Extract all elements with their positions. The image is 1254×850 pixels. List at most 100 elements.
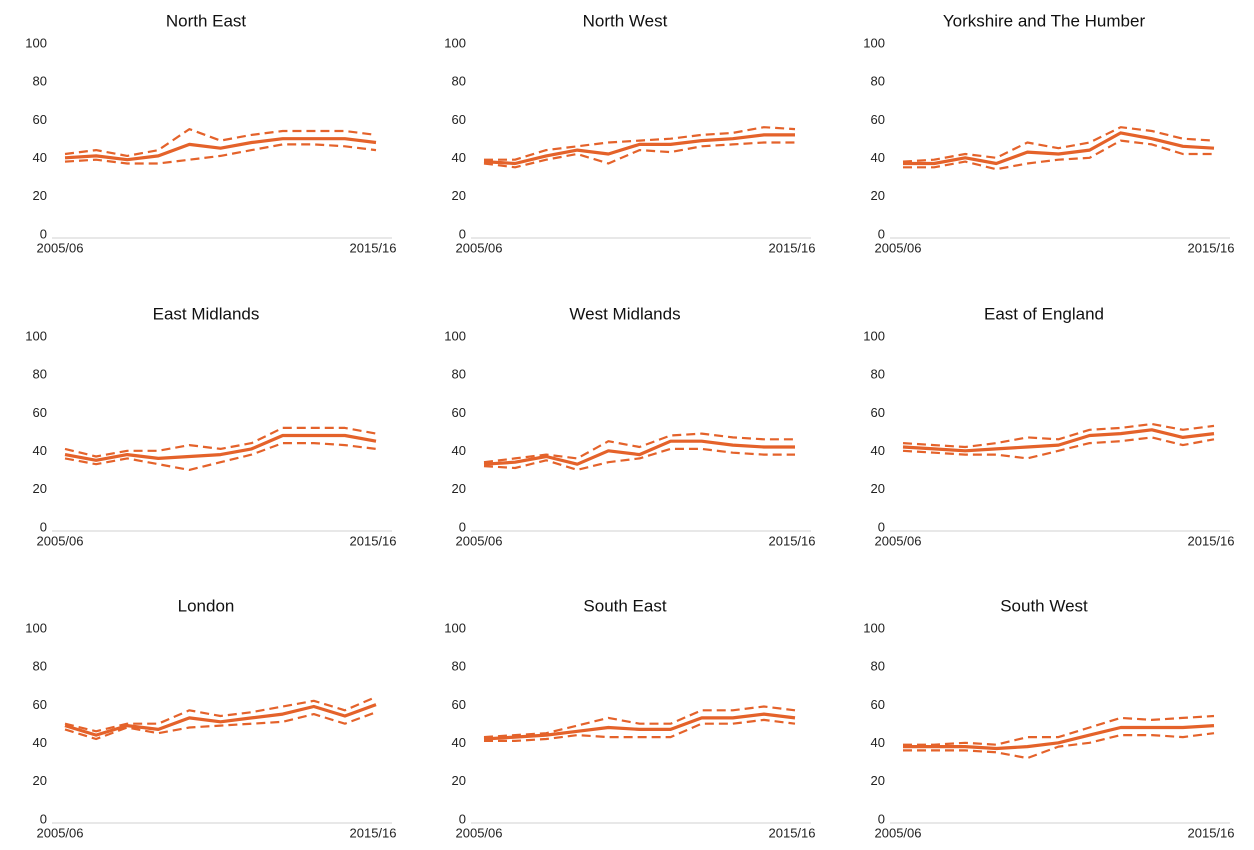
- estimate-line: [483, 133, 795, 166]
- y-tick-label: 100: [25, 620, 47, 635]
- y-tick-label: 100: [863, 35, 885, 50]
- y-tick-label: 100: [863, 620, 885, 635]
- y-tick-label: 40: [33, 443, 47, 458]
- y-tick-label: 100: [25, 35, 47, 50]
- panel: North West 0 20 40 60 80 100 2005/06 2015/16: [444, 11, 815, 255]
- y-tick-label: 20: [33, 481, 47, 496]
- y-tick-label: 40: [452, 150, 466, 165]
- y-tick-label: 0: [459, 811, 466, 826]
- y-tick-label: 0: [878, 226, 885, 241]
- x-tick-label: 2005/06: [37, 240, 84, 255]
- y-tick-label: 100: [444, 328, 466, 343]
- panel-title: West Midlands: [569, 304, 680, 323]
- panel: South West 0 20 40 60 80 100 2005/06 2015/16: [863, 596, 1234, 840]
- estimate-line: [64, 137, 377, 162]
- x-tick-label: 2015/16: [350, 240, 397, 255]
- interval-line: [484, 718, 796, 742]
- y-tick-label: 80: [452, 74, 466, 89]
- interval-line: [64, 128, 377, 157]
- estimate-line: [483, 439, 795, 466]
- panel: West Midlands 0 20 40 60 80 100 2005/06 2015/16: [444, 304, 815, 548]
- interval-line: [903, 714, 1215, 746]
- interval-line: [64, 426, 377, 458]
- x-tick-label: 2005/06: [37, 825, 84, 840]
- x-tick-label: 2015/16: [350, 825, 397, 840]
- interval-line: [483, 141, 795, 169]
- panel-title: East Midlands: [153, 304, 260, 323]
- estimate-line: [483, 712, 796, 741]
- x-tick-label: 2005/06: [456, 825, 503, 840]
- x-tick-label: 2005/06: [875, 825, 922, 840]
- panel-title: South West: [1000, 596, 1088, 615]
- panel-title: North West: [583, 11, 668, 30]
- y-tick-label: 80: [33, 367, 47, 382]
- y-tick-label: 0: [459, 226, 466, 241]
- panel: North East 0 20 40 60 80 100 2005/06 2015/16: [25, 11, 396, 255]
- y-tick-label: 60: [871, 112, 885, 127]
- interval-line: [902, 126, 1215, 163]
- x-tick-label: 2005/06: [875, 533, 922, 548]
- interval-line: [484, 126, 796, 161]
- y-tick-label: 100: [25, 328, 47, 343]
- y-tick-label: 40: [452, 443, 466, 458]
- estimate-line: [903, 724, 1215, 751]
- estimate-line: [902, 428, 1215, 453]
- y-tick-label: 100: [444, 620, 466, 635]
- y-tick-label: 0: [459, 519, 466, 534]
- y-tick-label: 80: [452, 659, 466, 674]
- y-tick-label: 60: [871, 697, 885, 712]
- x-tick-label: 2015/16: [769, 533, 816, 548]
- y-tick-label: 60: [33, 112, 47, 127]
- panel-title: Yorkshire and The Humber: [943, 11, 1146, 30]
- y-tick-label: 60: [33, 405, 47, 420]
- y-tick-label: 60: [452, 405, 466, 420]
- y-tick-label: 40: [33, 150, 47, 165]
- x-tick-label: 2005/06: [37, 533, 84, 548]
- x-tick-label: 2015/16: [350, 533, 397, 548]
- y-tick-label: 20: [452, 773, 466, 788]
- y-tick-label: 20: [871, 773, 885, 788]
- y-tick-label: 100: [444, 35, 466, 50]
- x-tick-label: 2005/06: [875, 240, 922, 255]
- y-tick-label: 20: [33, 188, 47, 203]
- y-tick-label: 80: [452, 367, 466, 382]
- panel: London 0 20 40 60 80 100 2005/06 2015/16: [25, 596, 396, 840]
- panel-title: East of England: [984, 304, 1104, 323]
- x-tick-label: 2015/16: [769, 240, 816, 255]
- panel: Yorkshire and The Humber 0 20 40 60 80 100 2005…: [863, 11, 1234, 255]
- interval-line: [902, 436, 1215, 460]
- y-tick-label: 0: [878, 519, 885, 534]
- y-tick-label: 80: [33, 74, 47, 89]
- panel-title: London: [178, 596, 235, 615]
- y-tick-label: 40: [871, 443, 885, 458]
- panel: East Midlands 0 20 40 60 80 100 2005/06 2015/16: [25, 304, 396, 548]
- interval-line: [903, 139, 1214, 171]
- y-tick-label: 60: [452, 697, 466, 712]
- x-tick-label: 2015/16: [1188, 825, 1235, 840]
- x-tick-label: 2005/06: [456, 240, 503, 255]
- y-tick-label: 20: [33, 773, 47, 788]
- panel: East of England 0 20 40 60 80 100 2005/06 2015/1…: [863, 304, 1234, 548]
- y-tick-label: 60: [33, 697, 47, 712]
- y-tick-label: 20: [452, 188, 466, 203]
- y-tick-label: 0: [40, 226, 47, 241]
- y-tick-label: 40: [33, 735, 47, 750]
- x-tick-label: 2005/06: [456, 533, 503, 548]
- y-tick-label: 80: [871, 74, 885, 89]
- y-tick-label: 0: [40, 811, 47, 826]
- panel-title: South East: [583, 596, 666, 615]
- y-tick-label: 40: [871, 150, 885, 165]
- interval-line: [903, 732, 1215, 760]
- interval-line: [902, 422, 1215, 449]
- panel: South East 0 20 40 60 80 100 2005/06 2015/16: [444, 596, 815, 840]
- interval-line: [64, 711, 377, 741]
- x-tick-label: 2015/16: [1188, 240, 1235, 255]
- y-tick-label: 40: [871, 735, 885, 750]
- interval-line: [64, 695, 377, 733]
- y-tick-label: 80: [33, 659, 47, 674]
- y-tick-label: 100: [863, 328, 885, 343]
- y-tick-label: 40: [452, 735, 466, 750]
- interval-line: [483, 432, 795, 464]
- estimate-line: [64, 433, 377, 462]
